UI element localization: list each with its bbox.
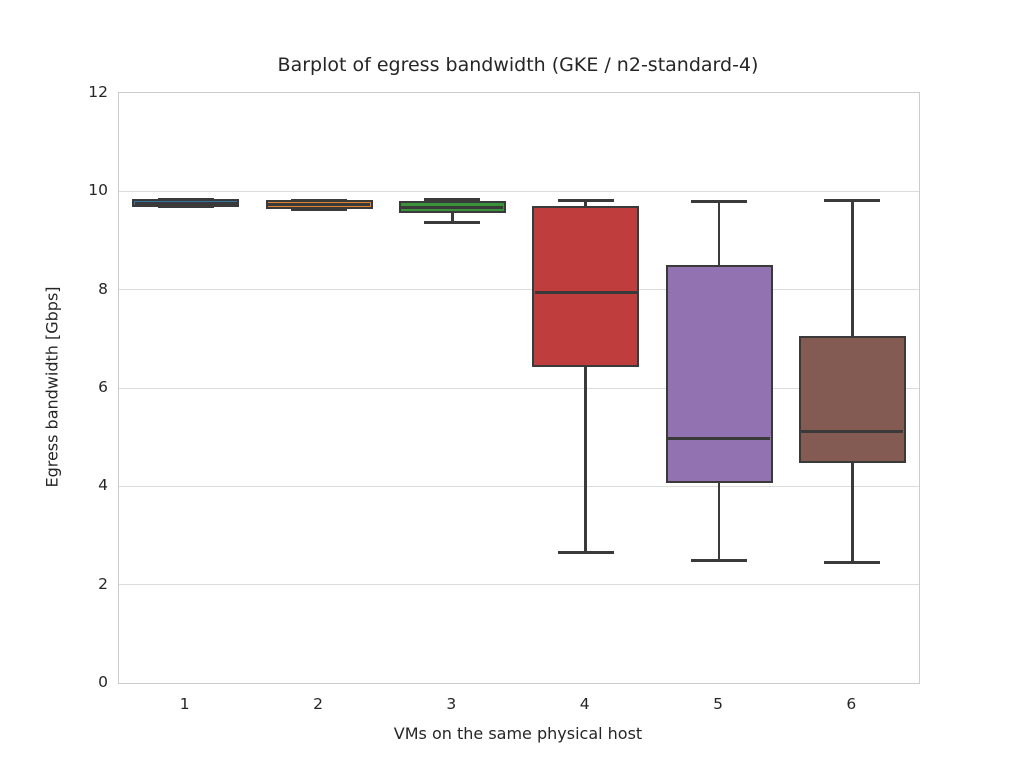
- x-tick-label: 6: [846, 695, 857, 713]
- box-rect: [532, 205, 640, 367]
- median-line: [668, 437, 770, 441]
- y-tick-label: 0: [98, 673, 108, 691]
- whisker-cap-bottom: [557, 551, 614, 555]
- whisker-cap-bottom: [291, 208, 347, 212]
- whisker-line: [584, 200, 587, 553]
- median-line: [134, 201, 237, 205]
- x-tick-label: 2: [313, 695, 323, 713]
- whisker-cap-top: [557, 198, 614, 202]
- gridline: [119, 584, 919, 586]
- whisker-cap-top: [424, 198, 481, 202]
- gridline: [119, 387, 919, 389]
- x-tick-label: 5: [713, 695, 723, 713]
- gridline: [119, 190, 919, 192]
- y-tick-label: 8: [98, 279, 108, 298]
- box-rect: [665, 264, 773, 483]
- median-line: [801, 429, 904, 433]
- whisker-cap-top: [691, 199, 747, 203]
- x-tick-label: 4: [579, 695, 590, 713]
- x-axis-label: VMs on the same physical host: [393, 724, 643, 743]
- chart-title: Barplot of egress bandwidth (GKE / n2-st…: [277, 54, 759, 76]
- whisker-cap-bottom: [424, 220, 481, 224]
- gridline: [119, 485, 919, 487]
- y-axis-label: Egress bandwidth [Gbps]: [42, 286, 62, 488]
- x-tick-label: 3: [446, 695, 457, 713]
- box-rect: [798, 336, 906, 464]
- y-tick-label: 4: [98, 476, 108, 495]
- y-tick-label: 2: [98, 574, 108, 593]
- gridline: [119, 289, 919, 291]
- median-line: [268, 202, 370, 206]
- median-line: [534, 290, 637, 294]
- y-tick-label: 6: [98, 378, 108, 396]
- y-tick-label: 12: [88, 83, 108, 101]
- x-tick-label: 1: [179, 695, 190, 713]
- whisker-cap-bottom: [824, 561, 881, 565]
- plot-area: [118, 92, 920, 684]
- whisker-cap-top: [824, 199, 881, 203]
- median-line: [401, 205, 504, 209]
- y-tick-label: 10: [88, 181, 108, 200]
- whisker-cap-bottom: [691, 558, 747, 562]
